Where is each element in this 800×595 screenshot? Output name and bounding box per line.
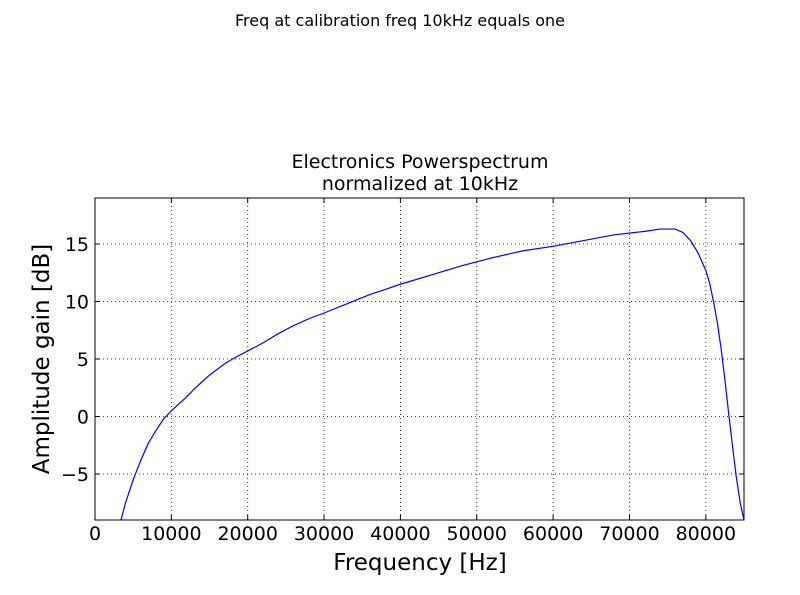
x-axis-label: Frequency [Hz]	[333, 550, 506, 576]
x-tick-label: 40000	[370, 523, 430, 545]
plot-frame	[94, 197, 745, 521]
grid	[95, 198, 744, 520]
chart-title-line-1: Electronics Powerspectrum	[292, 151, 549, 173]
y-tick-label: 5	[77, 349, 89, 371]
series-line	[120, 228, 745, 521]
x-tick-label: 60000	[523, 523, 583, 545]
figure-suptitle: Freq at calibration freq 10kHz equals on…	[235, 11, 565, 30]
x-tick-label: 70000	[599, 523, 659, 545]
y-tick-label: 0	[77, 407, 89, 429]
x-tick-label: 80000	[676, 523, 736, 545]
y-tick-label: 10	[65, 292, 89, 314]
x-tick-label: 0	[89, 523, 101, 545]
x-tick-label: 30000	[294, 523, 354, 545]
y-tick-label: −5	[61, 464, 89, 486]
x-tick-label: 10000	[141, 523, 201, 545]
chart-title-line-2: normalized at 10kHz	[322, 173, 518, 195]
y-axis-label: Amplitude gain [dB]	[29, 244, 55, 474]
tick-labels: 0 10000 20000 30000 40000 50000 60000 70000 8000…	[61, 234, 736, 545]
x-tick-label: 50000	[447, 523, 507, 545]
y-tick-label: 15	[65, 234, 89, 256]
x-tick-label: 20000	[217, 523, 277, 545]
